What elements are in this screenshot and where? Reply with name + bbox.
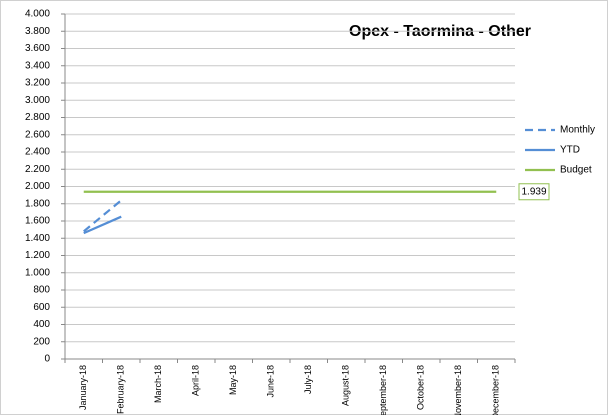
x-tick-label: May-18 [228,365,238,395]
data-label-box [518,183,550,201]
y-tick-label: 2.600 [25,129,50,140]
y-tick-label: 800 [33,285,50,296]
y-tick-label: 3.400 [25,60,50,71]
y-tick-label: 0 [44,354,50,365]
y-tick-label: 3.200 [25,78,50,89]
y-tick-label: 2.200 [25,164,50,175]
y-tick-label: 2.800 [25,112,50,123]
y-tick-label: 3.000 [25,95,50,106]
y-tick-label: 1.200 [25,250,50,261]
y-tick-label: 3.800 [25,26,50,37]
series-line [83,215,122,235]
legend-label: Budget [560,165,592,176]
x-tick-label: July-18 [303,365,313,394]
y-tick-label: 400 [33,319,50,330]
x-tick-label: September-18 [378,365,388,415]
x-tick-label: October-18 [416,365,426,410]
y-tick-label: 4.000 [25,9,50,20]
y-tick-label: 1.800 [25,198,50,209]
x-tick-label: April-18 [191,365,201,396]
y-tick-label: 3.600 [25,43,50,54]
y-tick-label: 1.400 [25,233,50,244]
y-tick-label: 600 [33,302,50,313]
y-tick-label: 200 [33,336,50,347]
x-tick-label: January-18 [78,365,88,410]
x-tick-label: December-18 [491,365,501,415]
data-label: 1.939 [521,186,546,197]
y-tick-label: 1.600 [25,216,50,227]
legend-label: Monthly [560,125,595,136]
series-line [83,199,122,233]
x-tick-label: March-18 [153,365,163,403]
y-tick-label: 2.400 [25,147,50,158]
y-tick-label: 2.000 [25,181,50,192]
legend-label: YTD [560,145,580,156]
x-tick-label: August-18 [341,365,351,406]
x-tick-label: June-18 [266,365,276,398]
x-tick-label: November-18 [453,365,463,415]
y-tick-label: 1.000 [25,267,50,278]
x-tick-label: February-18 [116,365,126,414]
